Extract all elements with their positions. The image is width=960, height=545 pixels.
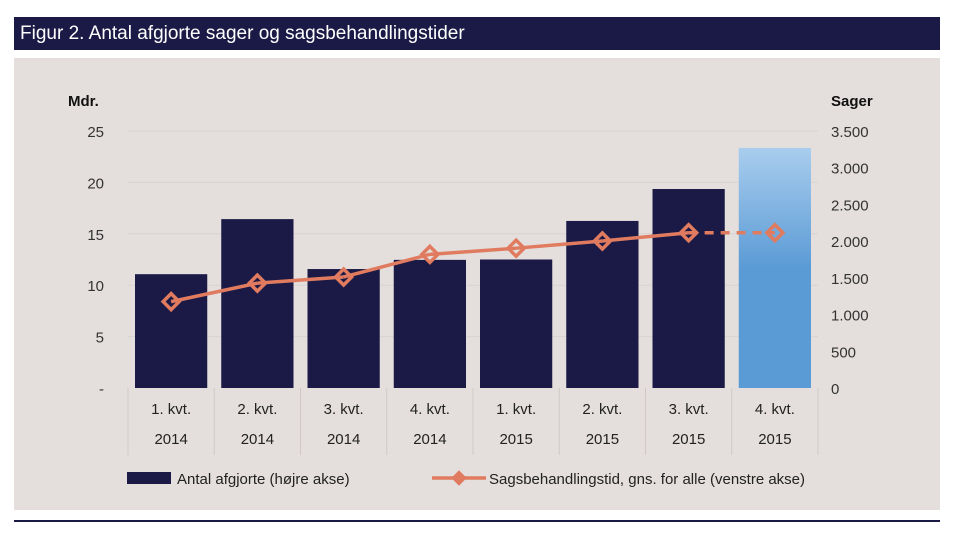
left-tick-label: -	[99, 381, 104, 398]
bar	[652, 189, 725, 388]
category-label-quarter: 1. kvt.	[151, 401, 191, 418]
category-label-year: 2014	[241, 431, 274, 448]
right-tick-label: 2.000	[831, 234, 869, 251]
category-label-quarter: 3. kvt.	[324, 401, 364, 418]
category-label-year: 2014	[327, 431, 360, 448]
line-segment	[429, 246, 517, 257]
legend-line-label: Sagsbehandlingstid, gns. for alle (venst…	[489, 471, 805, 488]
category-label-quarter: 4. kvt.	[410, 401, 450, 418]
right-tick-label: 3.000	[831, 161, 869, 178]
right-axis-label: Sager	[831, 93, 873, 110]
chart-title: Figur 2. Antal afgjorte sager og sagsbeh…	[14, 17, 940, 50]
line-marker	[591, 230, 613, 252]
line-segment	[343, 252, 431, 279]
line-marker	[419, 243, 441, 265]
category-label-quarter: 4. kvt.	[755, 401, 795, 418]
left-tick-label: 5	[96, 330, 104, 347]
category-label-quarter: 2. kvt.	[237, 401, 277, 418]
right-tick-label: 0	[831, 381, 839, 398]
category-label-year: 2015	[672, 431, 705, 448]
category-label-year: 2015	[499, 431, 532, 448]
left-tick-label: 25	[87, 124, 104, 141]
line-segment	[602, 231, 689, 243]
line-marker	[160, 291, 182, 313]
legend-line-marker	[451, 470, 467, 486]
bar	[566, 220, 639, 388]
right-tick-label: 1.000	[831, 308, 869, 325]
left-tick-label: 10	[87, 278, 104, 295]
legend-bar-swatch	[127, 472, 171, 484]
right-tick-label: 2.500	[831, 197, 869, 214]
bar	[221, 219, 294, 388]
line-segment	[515, 239, 603, 250]
left-tick-label: 15	[87, 227, 104, 244]
line-marker	[333, 266, 355, 288]
line-marker	[764, 222, 786, 244]
line-marker	[678, 222, 700, 244]
right-tick-label: 3.500	[831, 124, 869, 141]
left-tick-label: 20	[87, 175, 104, 192]
category-label-year: 2014	[154, 431, 187, 448]
right-tick-label: 500	[831, 344, 856, 361]
category-label-quarter: 2. kvt.	[582, 401, 622, 418]
right-tick-label: 1.500	[831, 271, 869, 288]
category-label-year: 2015	[586, 431, 619, 448]
bottom-divider	[14, 520, 940, 522]
category-label-quarter: 1. kvt.	[496, 401, 536, 418]
category-label-quarter: 3. kvt.	[669, 401, 709, 418]
category-label-year: 2015	[758, 431, 791, 448]
left-axis-label: Mdr.	[68, 93, 99, 110]
bar	[738, 147, 811, 388]
line-segment	[257, 275, 344, 285]
legend-bar-label: Antal afgjorte (højre akse)	[177, 471, 350, 488]
line-marker	[246, 272, 268, 294]
line-segment	[170, 281, 258, 304]
bar	[480, 259, 553, 388]
bar	[393, 259, 466, 388]
line-marker	[505, 237, 527, 259]
bar	[307, 269, 380, 388]
category-label-year: 2014	[413, 431, 446, 448]
